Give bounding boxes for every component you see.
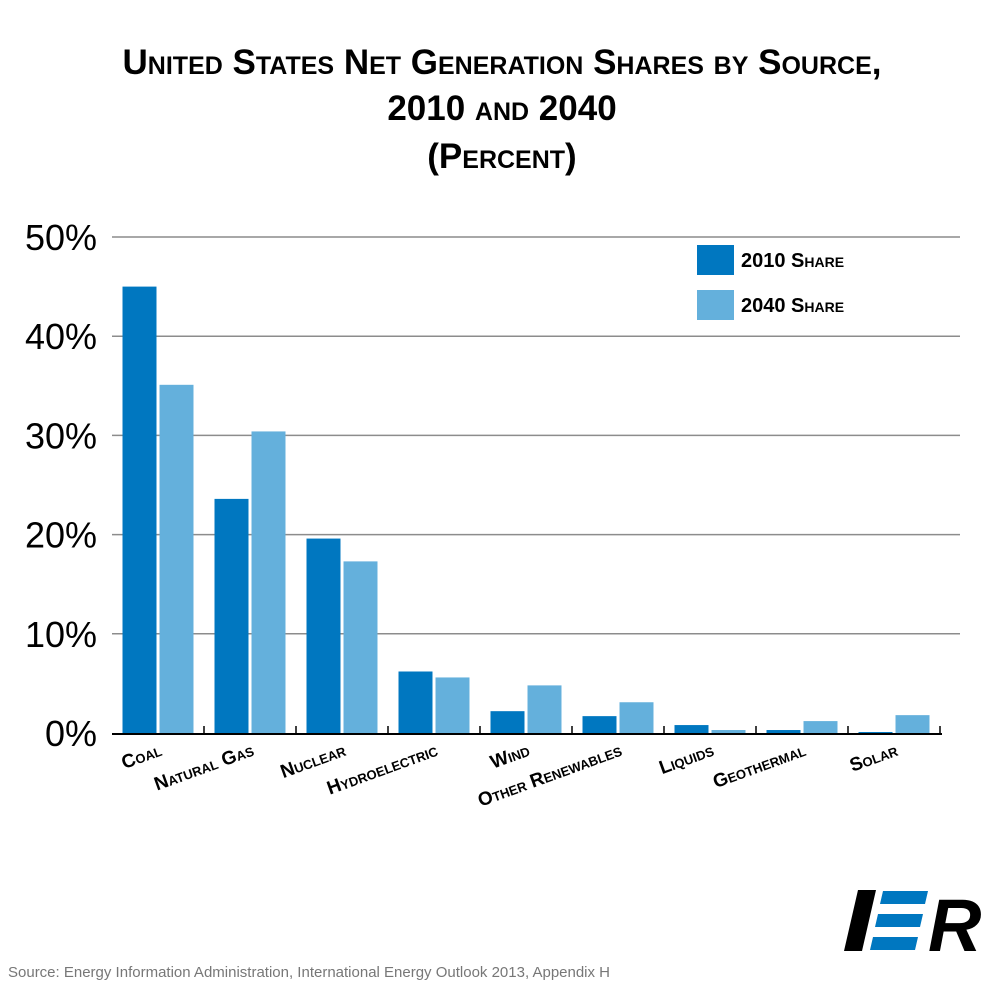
bar-2040-liquids <box>711 730 746 733</box>
x-category-label: Wind <box>488 740 533 774</box>
y-tick-label: 50% <box>25 217 97 258</box>
bar-2010-geothermal <box>766 730 801 733</box>
legend-swatch-2010 <box>697 245 734 275</box>
bar-2040-solar <box>895 715 930 733</box>
bar-2040-geothermal <box>803 721 838 733</box>
y-tick-label: 20% <box>25 515 97 556</box>
y-tick-label: 10% <box>25 614 97 655</box>
bar-2010-solar <box>858 732 893 734</box>
chart-title: United States Net Generation Shares by S… <box>123 43 882 176</box>
x-category-label: Solar <box>847 740 901 777</box>
x-category-label: Liquids <box>657 740 717 779</box>
chart-title-line-2: 2010 and 2040 <box>387 89 616 128</box>
bar-2010-wind <box>490 711 525 733</box>
bar-2040-other-renewables <box>619 702 654 733</box>
y-tick-label: 0% <box>45 713 97 754</box>
legend-label-2040: 2040 Share <box>741 295 844 317</box>
logo-r-letter: R <box>928 884 981 967</box>
bar-2040-coal <box>159 384 194 733</box>
x-axis <box>112 726 942 735</box>
bar-2010-liquids <box>674 725 709 733</box>
bar-2010-other-renewables <box>582 716 617 733</box>
x-category-label: Coal <box>119 740 165 774</box>
bar-2010-hydroelectric <box>398 671 433 733</box>
bar-2010-natural-gas <box>214 498 249 733</box>
bar-2040-hydroelectric <box>435 677 470 733</box>
legend-label-2010: 2010 Share <box>741 250 844 272</box>
bar-2040-natural-gas <box>251 431 286 733</box>
y-axis-tick-labels: 0% 10% 20% 30% 40% 50% <box>25 217 97 754</box>
x-category-label: Geothermal <box>710 740 808 793</box>
y-tick-label: 40% <box>25 316 97 357</box>
bar-2010-nuclear <box>306 538 341 733</box>
bar-2040-nuclear <box>343 561 378 733</box>
legend: 2010 Share 2040 Share <box>697 245 844 320</box>
bar-2010-coal <box>122 286 157 733</box>
bar-2040-wind <box>527 685 562 733</box>
source-note: Source: Energy Information Administratio… <box>8 964 610 981</box>
chart-title-line-3: (Percent) <box>427 137 576 176</box>
logo-e-bar-middle <box>875 914 923 927</box>
logo-e-bar-top <box>880 891 928 904</box>
x-category-label: Natural Gas <box>152 740 258 796</box>
logo-e-bar-bottom <box>870 937 918 950</box>
ier-logo: R <box>844 884 981 967</box>
bars <box>122 286 930 734</box>
chart-title-line-1: United States Net Generation Shares by S… <box>123 43 882 82</box>
y-tick-label: 30% <box>25 415 97 456</box>
logo-i-stroke <box>844 890 876 951</box>
legend-swatch-2040 <box>697 290 734 320</box>
